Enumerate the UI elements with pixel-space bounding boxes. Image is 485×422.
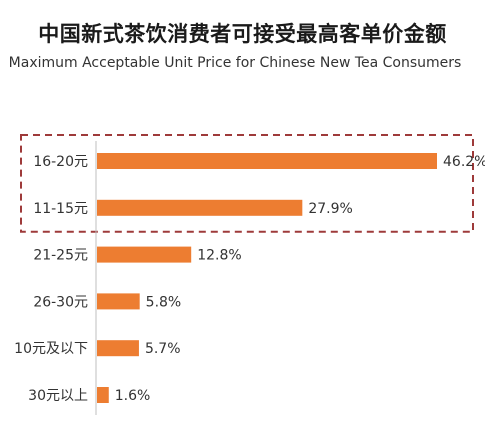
value-label: 5.7% [145, 341, 181, 357]
bar [97, 293, 140, 310]
value-label: 46.2% [443, 154, 485, 170]
category-label: 10元及以下 [14, 341, 88, 357]
bar [97, 246, 192, 263]
highlight-box [20, 134, 474, 233]
chart-title: 中国新式茶饮消费者可接受最高客单价金额 [38, 22, 447, 46]
category-label: 26-30元 [33, 294, 88, 310]
category-label: 11-15元 [33, 201, 88, 217]
value-label: 27.9% [308, 201, 352, 217]
category-label: 30元以上 [28, 388, 88, 404]
value-label: 5.8% [146, 294, 182, 310]
bar [97, 340, 139, 357]
bar [97, 387, 109, 403]
chart-subtitle: Maximum Acceptable Unit Price for Chines… [8, 55, 462, 71]
value-label: 12.8% [197, 248, 241, 264]
category-label: 16-20元 [33, 154, 88, 170]
value-label: 1.6% [115, 388, 151, 404]
category-label: 21-25元 [33, 248, 88, 264]
bar [97, 199, 303, 216]
bar [97, 153, 437, 169]
